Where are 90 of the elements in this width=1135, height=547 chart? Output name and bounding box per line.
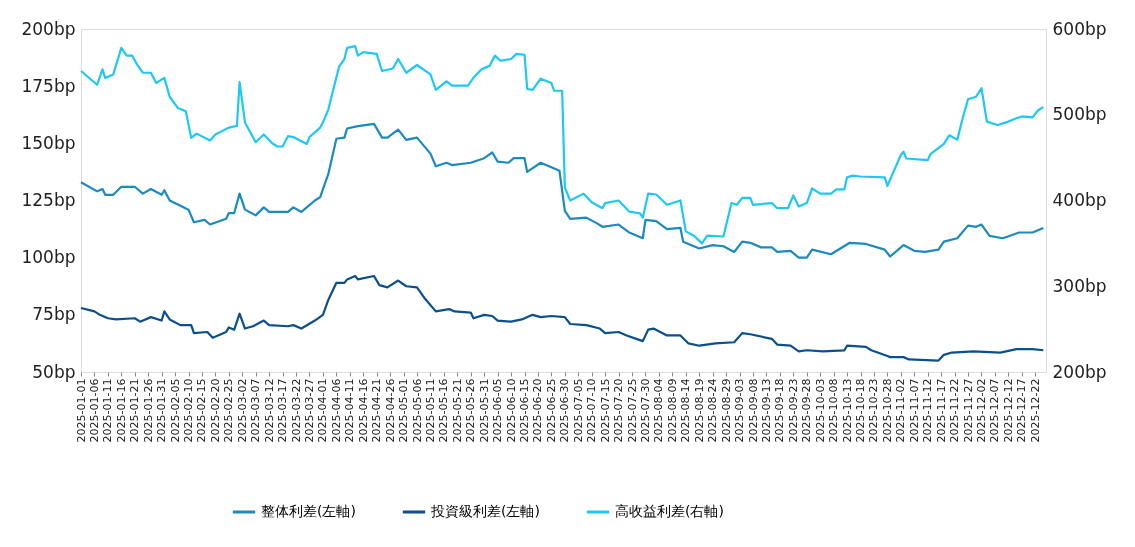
x-tick-label: 2025-02-15 bbox=[195, 378, 209, 443]
y2-tick-label: 500bp bbox=[1052, 104, 1107, 125]
x-tick-label: 2025-07-20 bbox=[612, 378, 626, 443]
x-tick-label: 2025-09-18 bbox=[773, 378, 787, 443]
y-tick-label: 75bp bbox=[32, 304, 76, 325]
x-tick-label: 2025-10-03 bbox=[813, 378, 827, 443]
x-tick-label: 2025-10-13 bbox=[840, 378, 854, 443]
y2-tick-label: 400bp bbox=[1052, 190, 1107, 210]
x-tick-label: 2025-11-22 bbox=[948, 378, 962, 443]
x-tick-label: 2025-09-03 bbox=[733, 378, 747, 443]
x-tick-label: 2025-07-10 bbox=[585, 378, 599, 443]
x-tick-label: 2025-02-05 bbox=[168, 378, 182, 443]
x-tick-label: 2025-03-12 bbox=[262, 378, 276, 443]
x-tick-label: 2025-11-02 bbox=[894, 378, 908, 443]
x-tick-label: 2025-04-16 bbox=[356, 378, 370, 443]
x-tick-label: 2025-04-06 bbox=[329, 378, 343, 443]
x-tick-label: 2025-04-21 bbox=[370, 378, 384, 443]
x-tick-label: 2025-01-16 bbox=[114, 378, 128, 443]
x-tick-label: 2025-10-18 bbox=[854, 378, 868, 443]
x-tick-label: 2025-12-22 bbox=[1028, 378, 1042, 443]
x-tick-label: 2025-05-21 bbox=[450, 378, 464, 443]
x-tick-label: 2025-02-25 bbox=[222, 378, 236, 443]
y2-tick-label: 300bp bbox=[1052, 275, 1107, 296]
x-tick-label: 2025-06-20 bbox=[531, 378, 545, 443]
x-tick-label: 2025-08-29 bbox=[719, 378, 733, 443]
x-tick-label: 2025-06-05 bbox=[491, 378, 505, 443]
x-tick-label: 2025-05-01 bbox=[397, 378, 411, 443]
x-tick-label: 2025-03-02 bbox=[235, 378, 249, 443]
x-tick-label: 2025-03-22 bbox=[289, 378, 303, 443]
x-tick-label: 2025-09-08 bbox=[746, 378, 760, 443]
x-tick-label: 2025-11-27 bbox=[961, 378, 975, 443]
x-tick-label: 2025-09-28 bbox=[800, 378, 814, 443]
y2-tick-label: 200bp bbox=[1052, 361, 1107, 382]
x-tick-label: 2025-08-09 bbox=[665, 378, 679, 443]
x-tick-label: 2025-01-06 bbox=[87, 378, 101, 443]
x-tick-label: 2025-01-11 bbox=[101, 378, 115, 443]
x-tick-label: 2025-12-17 bbox=[1015, 378, 1029, 443]
legend-label: 整体利差(左軸) bbox=[261, 503, 356, 519]
x-tick-label: 2025-05-16 bbox=[437, 378, 451, 443]
x-tick-label: 2025-10-23 bbox=[867, 378, 881, 443]
line-series bbox=[79, 122, 1045, 259]
x-tick-label: 2025-08-14 bbox=[679, 378, 693, 443]
x-tick-label: 2025-05-11 bbox=[423, 378, 437, 443]
line-series bbox=[79, 274, 1045, 362]
x-tick-label: 2025-01-01 bbox=[74, 378, 88, 443]
x-tick-label: 2025-12-02 bbox=[974, 378, 988, 443]
y-tick-label: 125bp bbox=[21, 190, 76, 210]
x-tick-label: 2025-06-25 bbox=[544, 378, 558, 443]
x-tick-label: 2025-05-31 bbox=[477, 378, 491, 443]
x-tick-label: 2025-09-23 bbox=[786, 378, 800, 443]
line-series bbox=[79, 45, 1045, 245]
y-tick-label: 175bp bbox=[21, 75, 76, 96]
y-tick-label: 200bp bbox=[21, 18, 76, 39]
x-tick-label: 2025-04-01 bbox=[316, 378, 330, 443]
x-tick-label: 2025-04-26 bbox=[383, 378, 397, 443]
x-tick-label: 2025-10-08 bbox=[827, 378, 841, 443]
x-tick-label: 2025-08-19 bbox=[692, 378, 706, 443]
x-tick-label: 2025-07-25 bbox=[625, 378, 639, 443]
x-tick-label: 2025-11-07 bbox=[907, 378, 921, 443]
x-tick-label: 2025-07-05 bbox=[571, 378, 585, 443]
x-tick-label: 2025-04-11 bbox=[343, 378, 357, 443]
x-tick-label: 2025-11-17 bbox=[934, 378, 948, 443]
x-tick-label: 2025-09-13 bbox=[759, 378, 773, 443]
x-tick-label: 2025-08-24 bbox=[706, 378, 720, 443]
x-tick-label: 2025-02-10 bbox=[182, 378, 196, 443]
x-tick-label: 2025-01-21 bbox=[128, 378, 142, 443]
legend-label: 高收益利差(右軸) bbox=[615, 503, 724, 519]
x-tick-label: 2025-01-26 bbox=[141, 378, 155, 443]
x-tick-label: 2025-12-12 bbox=[1001, 378, 1015, 443]
y2-tick-label: 600bp bbox=[1052, 18, 1107, 39]
y-tick-label: 50bp bbox=[32, 361, 76, 382]
x-tick-label: 2025-06-15 bbox=[518, 378, 532, 443]
y-tick-label: 150bp bbox=[21, 132, 76, 153]
x-tick-label: 2025-11-12 bbox=[921, 378, 935, 443]
x-tick-label: 2025-06-30 bbox=[558, 378, 572, 443]
x-tick-label: 2025-07-15 bbox=[598, 378, 612, 443]
y-tick-label: 100bp bbox=[21, 247, 76, 268]
x-tick-label: 2025-02-20 bbox=[208, 378, 222, 443]
x-tick-label: 2025-05-06 bbox=[410, 378, 424, 443]
x-tick-label: 2025-03-17 bbox=[276, 378, 290, 443]
x-tick-label: 2025-07-30 bbox=[638, 378, 652, 443]
x-tick-label: 2025-12-07 bbox=[988, 378, 1002, 443]
x-tick-label: 2025-01-31 bbox=[155, 378, 169, 443]
x-tick-label: 2025-06-10 bbox=[504, 378, 518, 443]
x-tick-label: 2025-03-07 bbox=[249, 378, 263, 443]
x-tick-label: 2025-08-04 bbox=[652, 378, 666, 443]
x-tick-label: 2025-03-27 bbox=[302, 378, 316, 443]
x-tick-label: 2025-05-26 bbox=[464, 378, 478, 443]
x-tick-label: 2025-10-28 bbox=[880, 378, 894, 443]
legend-label: 投資級利差(左軸) bbox=[430, 503, 540, 519]
